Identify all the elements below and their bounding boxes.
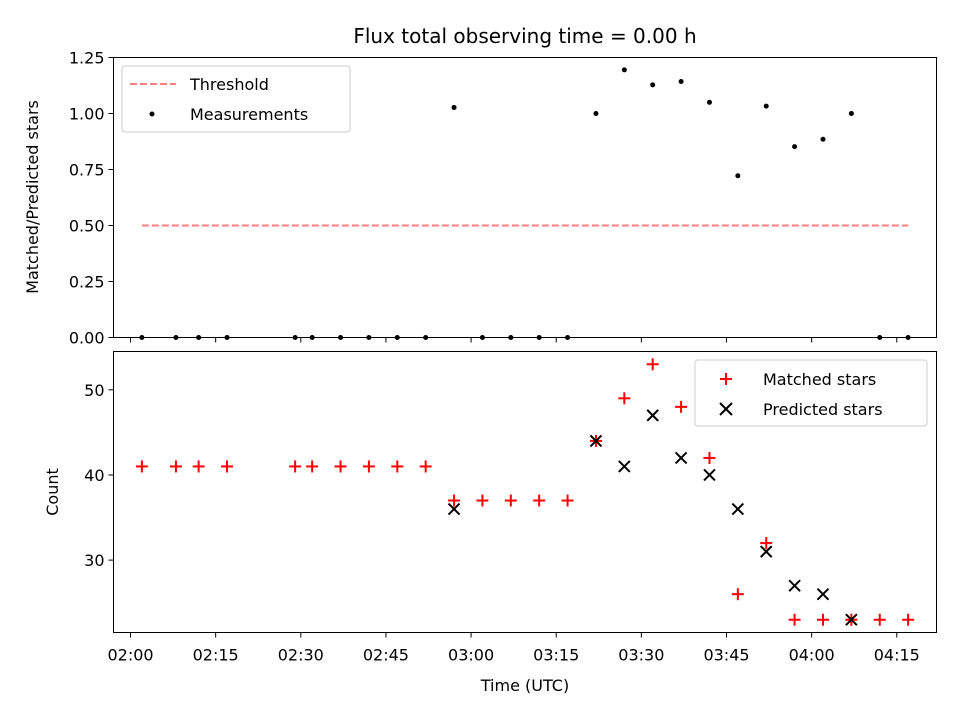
top-chart-panel: Matched/Predicted stars 0.00 0.25 0.50 0.75… — [23, 49, 937, 348]
matched-star-point — [873, 613, 886, 626]
matched-star-point — [703, 451, 716, 464]
measurement-point — [735, 173, 741, 179]
predicted-star-point — [816, 587, 830, 601]
x-tick-label: 03:15 — [533, 646, 579, 665]
bottom-legend: Matched stars Predicted stars — [694, 359, 928, 427]
predicted-star-point — [646, 409, 659, 422]
x-tick-label: 04:15 — [874, 646, 920, 665]
x-tick-label: 02:00 — [107, 646, 153, 665]
predicted-star-point — [731, 502, 745, 516]
matched-star-point — [289, 460, 302, 473]
top-plot-frame — [113, 57, 937, 338]
matched-star-point — [362, 460, 375, 473]
matched-star-point — [306, 460, 319, 473]
matched-star-point — [192, 460, 205, 473]
x-tick-label: 03:00 — [448, 646, 494, 665]
matched-star-point — [504, 494, 517, 507]
top-y-tick-label: 0.00 — [69, 329, 105, 348]
legend-predicted-swatch — [719, 402, 733, 416]
bottom-y-tick-label: 40 — [84, 466, 104, 485]
matched-star-point — [448, 494, 461, 507]
matched-star-point — [646, 358, 659, 371]
bottom-y-tick-label: 30 — [84, 551, 104, 570]
matched-star-point — [533, 494, 546, 507]
predicted-star-point — [845, 613, 858, 626]
top-y-tick-label: 0.75 — [69, 161, 105, 180]
top-y-tick-label: 1.00 — [69, 105, 105, 124]
matched-star-point — [334, 460, 347, 473]
legend-measurements-label: Measurements — [190, 105, 308, 124]
matched-star-point — [221, 460, 234, 473]
predicted-star-point — [674, 451, 688, 465]
matched-star-point — [135, 460, 148, 473]
predicted-star-point — [703, 468, 716, 482]
matched-star-point — [618, 392, 631, 405]
matched-star-point — [561, 494, 574, 507]
measurement-point — [848, 111, 854, 116]
predicted-star-point — [589, 434, 603, 448]
legend-predicted-label: Predicted stars — [763, 400, 883, 419]
matched-star-point — [760, 537, 773, 550]
bottom-y-tick-label: 50 — [84, 381, 104, 400]
bottom-y-axis-label: Count — [43, 468, 62, 516]
legend-matched-swatch — [720, 373, 732, 385]
x-tick-label: 02:15 — [193, 646, 239, 665]
bottom-chart-panel: Count Time (UTC) 30 40 50 02:00 02:15 02:30 0… — [43, 351, 937, 695]
x-axis-label: Time (UTC) — [480, 676, 569, 695]
measurement-point — [763, 103, 769, 109]
x-tick-label: 02:30 — [278, 646, 324, 665]
measurement-point — [820, 136, 826, 142]
top-legend: Threshold Measurements — [121, 65, 351, 133]
legend-measurements-swatch — [149, 111, 155, 117]
bottom-legend-box — [694, 359, 928, 427]
matched-star-point — [476, 494, 489, 507]
matched-star-point — [816, 613, 829, 626]
matched-star-point — [391, 460, 404, 473]
x-tick-label: 03:45 — [703, 646, 749, 665]
top-chart-title: Flux total observing time = 0.00 h — [353, 24, 696, 48]
measurement-point — [678, 78, 684, 84]
measurement-point — [593, 111, 599, 116]
measurement-point — [650, 82, 656, 88]
predicted-star-point — [760, 545, 773, 558]
measurement-point — [451, 104, 457, 110]
measurement-point — [792, 144, 798, 150]
x-tick-label: 03:30 — [618, 646, 664, 665]
measurement-point — [621, 67, 627, 73]
x-tick-label: 04:00 — [789, 646, 835, 665]
matched-star-point — [675, 400, 688, 413]
legend-matched-label: Matched stars — [763, 370, 876, 389]
measurement-point — [706, 99, 712, 105]
top-y-tick-label: 1.25 — [69, 49, 105, 68]
matched-star-point — [902, 613, 915, 626]
legend-threshold-label: Threshold — [189, 75, 269, 94]
x-tick-label: 02:45 — [363, 646, 409, 665]
matched-star-point — [731, 588, 744, 601]
predicted-star-point — [618, 460, 631, 473]
matched-star-point — [788, 613, 801, 626]
top-y-tick-label: 0.50 — [69, 217, 105, 236]
bottom-plot-frame — [113, 351, 937, 633]
predicted-star-point — [447, 502, 461, 516]
top-y-axis-label: Matched/Predicted stars — [23, 100, 42, 294]
predicted-star-point — [788, 579, 801, 592]
matched-star-point — [169, 460, 182, 473]
top-y-tick-label: 0.25 — [69, 273, 105, 292]
top-legend-box — [121, 65, 351, 133]
matched-star-point — [419, 460, 432, 473]
